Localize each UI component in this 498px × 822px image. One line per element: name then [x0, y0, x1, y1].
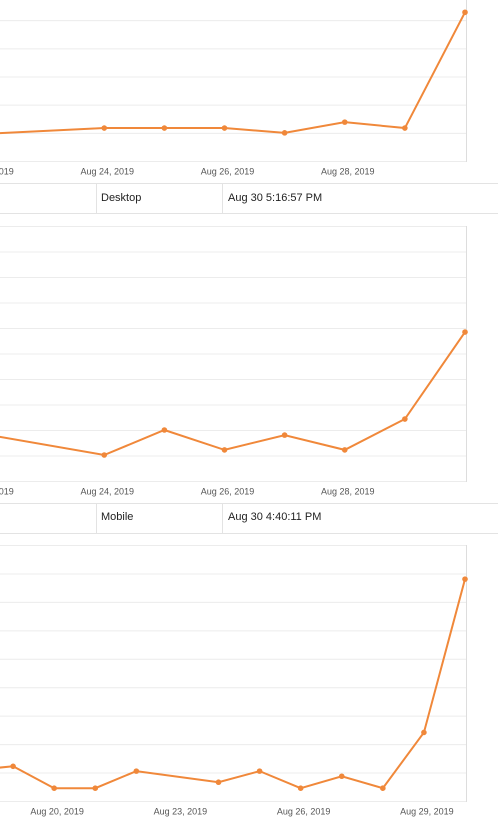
series-line: [0, 11, 466, 135]
data-point: [161, 427, 168, 433]
data-point: [161, 125, 168, 131]
data-point: [92, 785, 99, 791]
x-tick-label: Aug 29, 2019: [400, 806, 454, 816]
x-tick-label: Aug 26, 2019: [201, 486, 255, 496]
device: Mobile: [101, 511, 133, 523]
data-point: [215, 779, 222, 786]
data-point: [281, 432, 288, 438]
data-point: [297, 785, 304, 791]
device: Desktop: [101, 192, 141, 204]
data-point: [281, 130, 288, 136]
series-line: [0, 578, 466, 790]
data-point: [256, 768, 263, 774]
data-point: [101, 452, 108, 458]
data-point: [338, 773, 345, 780]
x-tick-label: Aug 28, 2019: [321, 166, 375, 176]
timestamp: Aug 30 4:40:11 PM: [228, 511, 321, 523]
x-tick-label: Aug 24, 2019: [80, 486, 134, 496]
x-tick-label: Aug 22, 2019: [0, 166, 14, 176]
x-tick-label: Aug 28, 2019: [321, 486, 375, 496]
data-point: [462, 576, 468, 582]
plot-frame: [0, 545, 467, 802]
data-point: [341, 119, 348, 125]
row-desktop: Desktop Aug 30 5:16:57 PM: [0, 183, 498, 214]
data-point: [221, 125, 228, 131]
data-point: [462, 9, 468, 16]
series-line: [0, 331, 466, 457]
x-tick-label: Aug 22, 2019: [0, 486, 14, 496]
data-point: [402, 125, 408, 131]
row-mobile: Mobile Aug 30 4:40:11 PM: [0, 503, 498, 534]
data-point: [133, 768, 140, 774]
x-tick-label: Aug 23, 2019: [154, 806, 208, 816]
x-tick-label: Aug 20, 2019: [30, 806, 84, 816]
timestamp: Aug 30 5:16:57 PM: [228, 192, 322, 204]
data-point: [10, 763, 16, 770]
data-point: [462, 329, 468, 335]
x-tick-label: Aug 26, 2019: [277, 806, 331, 816]
data-point: [51, 785, 57, 791]
plot-frame: [0, 0, 467, 162]
data-point: [421, 729, 427, 736]
data-point: [380, 785, 386, 791]
data-point: [402, 416, 408, 422]
data-point: [101, 125, 108, 131]
x-tick-label: Aug 24, 2019: [80, 166, 134, 176]
x-tick-label: Aug 26, 2019: [201, 166, 255, 176]
data-point: [221, 447, 228, 453]
data-point: [341, 447, 348, 453]
